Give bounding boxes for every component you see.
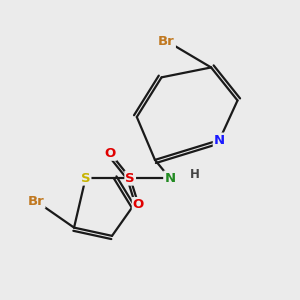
Text: Br: Br <box>158 34 175 47</box>
Text: S: S <box>81 172 90 184</box>
Text: H: H <box>190 168 200 181</box>
Text: N: N <box>164 172 175 184</box>
Text: O: O <box>133 198 144 211</box>
Text: N: N <box>214 134 225 147</box>
Text: Br: Br <box>28 195 44 208</box>
Text: S: S <box>125 172 135 184</box>
Text: O: O <box>105 147 116 160</box>
